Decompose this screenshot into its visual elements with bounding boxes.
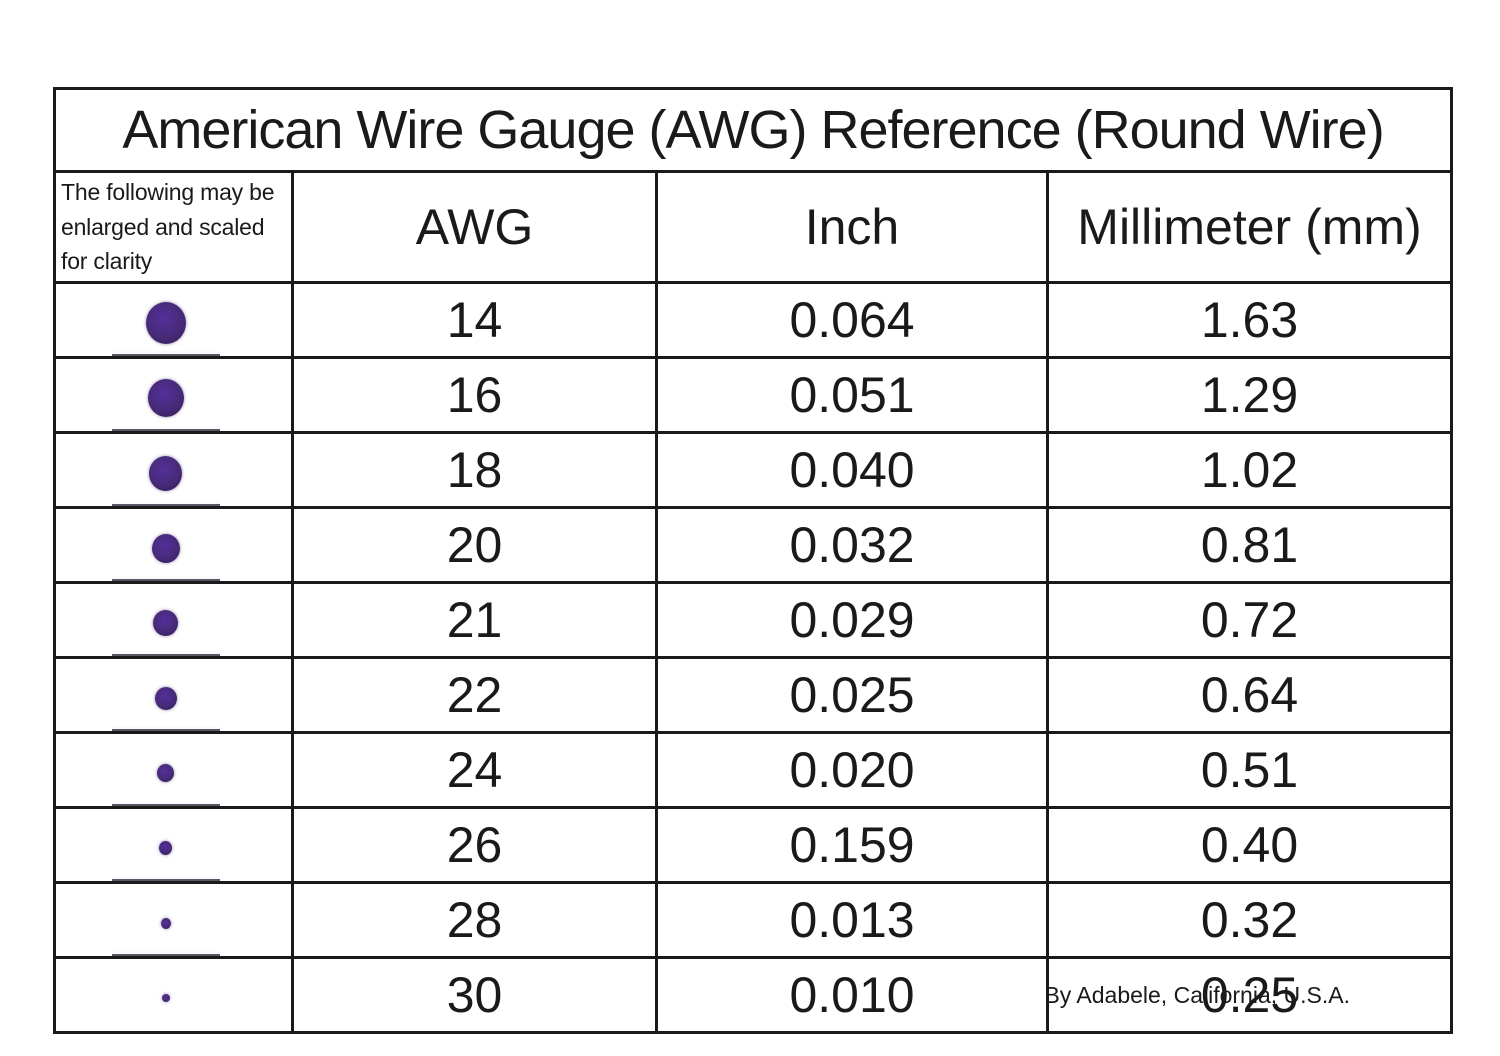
wire-sample-cell: [53, 655, 294, 734]
inch-value: 0.029: [655, 580, 1049, 659]
inch-value: 0.064: [655, 280, 1049, 359]
awg-value: 21: [291, 580, 658, 659]
table-row: 26 0.159 0.40: [53, 805, 1453, 884]
mm-value: 1.02: [1046, 430, 1453, 509]
wire-dot-icon: [149, 455, 182, 491]
wire-sample-cell: [53, 730, 294, 809]
awg-value: 20: [291, 505, 658, 584]
awg-value: 18: [291, 430, 658, 509]
wire-dot-icon: [159, 841, 172, 856]
wire-dot-icon: [160, 917, 171, 929]
table-row: 20 0.032 0.81: [53, 505, 1453, 584]
wire-dot-icon: [153, 610, 178, 637]
mm-value: 0.40: [1046, 805, 1453, 884]
table-row: 28 0.013 0.32: [53, 880, 1453, 959]
wire-dot-icon: [161, 994, 170, 1003]
wire-sample-cell: [53, 280, 294, 359]
awg-value: 14: [291, 280, 658, 359]
header-row: The following may be enlarged and scaled…: [53, 170, 1453, 284]
table-row: 16 0.051 1.29: [53, 355, 1453, 434]
mm-value: 0.25: [1046, 955, 1453, 1034]
inch-value: 0.010: [655, 955, 1049, 1034]
mm-value: 1.29: [1046, 355, 1453, 434]
wire-sample-cell: [53, 430, 294, 509]
column-header-mm: Millimeter (mm): [1046, 170, 1453, 284]
wire-dot-icon: [147, 379, 184, 418]
awg-value: 30: [291, 955, 658, 1034]
awg-value: 26: [291, 805, 658, 884]
awg-value: 24: [291, 730, 658, 809]
wire-dot-icon: [154, 686, 177, 710]
mm-value: 0.81: [1046, 505, 1453, 584]
scaling-note: The following may be enlarged and scaled…: [53, 170, 294, 284]
table-body: 14 0.064 1.63 16 0.051 1.29 18 0.040 1.0…: [53, 280, 1453, 1034]
inch-value: 0.040: [655, 430, 1049, 509]
wire-sample-cell: [53, 580, 294, 659]
wire-dot-icon: [151, 533, 180, 563]
wire-sample-cell: [53, 505, 294, 584]
inch-value: 0.020: [655, 730, 1049, 809]
inch-value: 0.051: [655, 355, 1049, 434]
mm-value: 0.32: [1046, 880, 1453, 959]
credit-text: By Adabele, California, U.S.A.: [1044, 982, 1350, 1008]
table-row: 24 0.020 0.51: [53, 730, 1453, 809]
title-row: American Wire Gauge (AWG) Reference (Rou…: [53, 87, 1453, 173]
table-title: American Wire Gauge (AWG) Reference (Rou…: [53, 87, 1453, 173]
mm-value: 0.51: [1046, 730, 1453, 809]
table-row: 30 0.010 0.25: [53, 955, 1453, 1034]
table-row: 21 0.029 0.72: [53, 580, 1453, 659]
inch-value: 0.025: [655, 655, 1049, 734]
inch-value: 0.032: [655, 505, 1049, 584]
mm-value: 1.63: [1046, 280, 1453, 359]
awg-value: 22: [291, 655, 658, 734]
inch-value: 0.159: [655, 805, 1049, 884]
inch-value: 0.013: [655, 880, 1049, 959]
wire-sample-cell: [53, 880, 294, 959]
wire-dot-icon: [145, 302, 186, 345]
awg-value: 16: [291, 355, 658, 434]
mm-value: 0.64: [1046, 655, 1453, 734]
column-header-inch: Inch: [655, 170, 1049, 284]
mm-value: 0.72: [1046, 580, 1453, 659]
table-row: 22 0.025 0.64: [53, 655, 1453, 734]
wire-sample-cell: [53, 955, 294, 1034]
awg-value: 28: [291, 880, 658, 959]
column-header-awg: AWG: [291, 170, 658, 284]
wire-dot-icon: [157, 764, 174, 783]
wire-sample-cell: [53, 805, 294, 884]
table-row: 18 0.040 1.02: [53, 430, 1453, 509]
wire-sample-cell: [53, 355, 294, 434]
table-row: 14 0.064 1.63: [53, 280, 1453, 359]
awg-reference-table: American Wire Gauge (AWG) Reference (Rou…: [53, 87, 1453, 1034]
